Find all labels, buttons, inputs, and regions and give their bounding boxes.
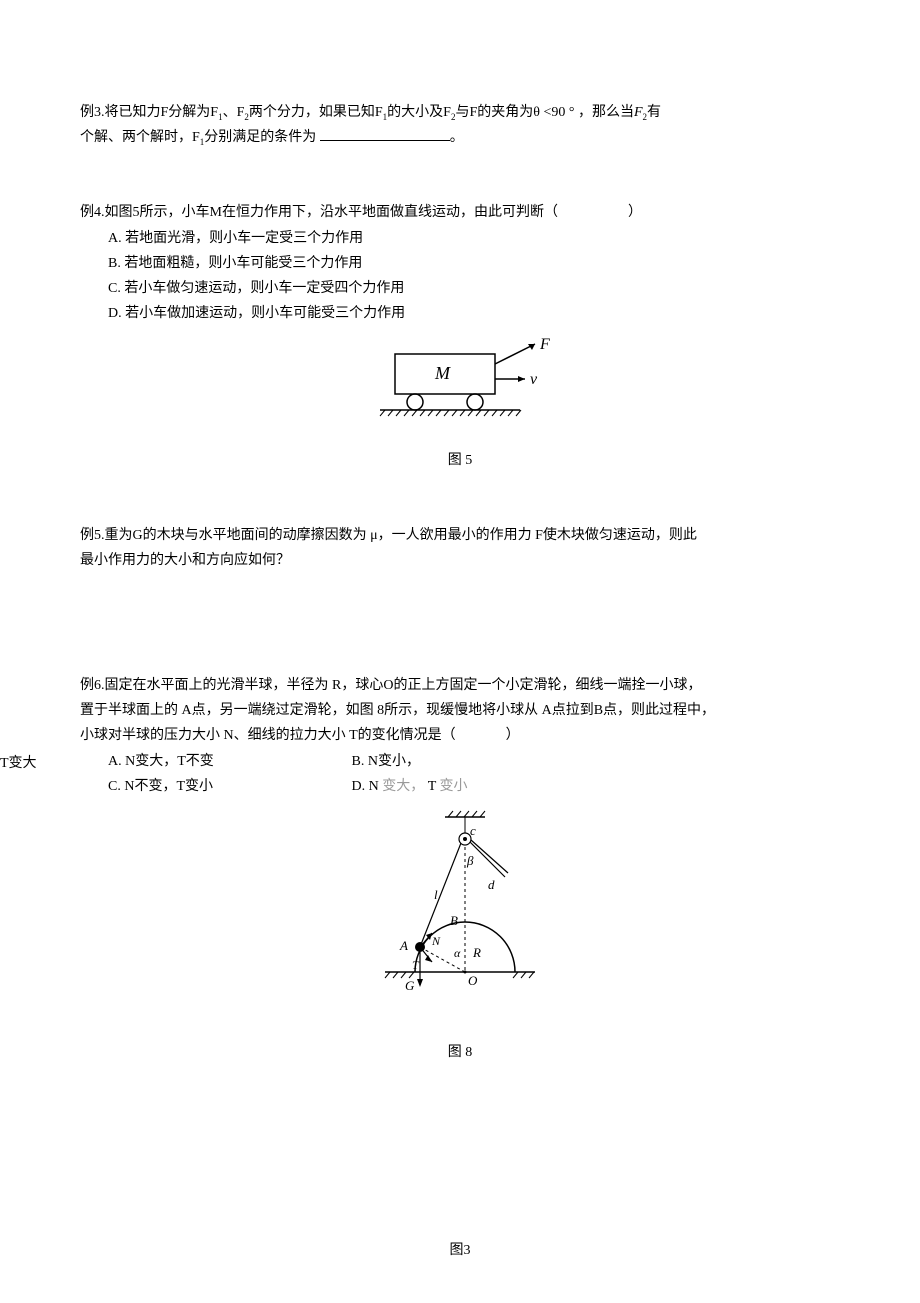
fig8-B: B [450,913,458,928]
p3-t5: 与F的夹角为θ <90 ° ，那么当 [455,105,634,120]
problem-4: 例4.如图5所示，小车M在恒力作用下，沿水平地面做直线运动，由此可判断（ ） A.… [80,200,840,472]
p3-i1: F [634,105,643,120]
problem-3-text: 例3.将已知力F分解为F1、F2两个分力，如果已知F1的大小及F2与F的夹角为θ… [80,100,840,125]
option-b: B. 若地面粗糙，则小车可能受三个力作用 [80,251,840,276]
fig8-l: l [434,887,438,902]
p6-d1: D. N [352,779,383,794]
fig8-R: R [472,945,481,960]
p6-row2: C. N不变，T变小 D. N 变大， T 变小 [80,774,840,799]
fig8-O: O [468,973,478,988]
fig8-alpha: α [454,946,461,960]
figure-5: M F v 图 5 [80,334,840,472]
problem-4-header: 例4.如图5所示，小车M在恒力作用下，沿水平地面做直线运动，由此可判断（ ） [80,200,840,225]
p4-header-end: ） [628,205,642,220]
problem-5: 例5.重为G的木块与水平地面间的动摩擦因数为 μ，一人欲用最小的作用力 F使木块… [80,523,840,573]
option-a: A. 若地面光滑，则小车一定受三个力作用 [80,226,840,251]
problem-5-text: 例5.重为G的木块与水平地面间的动摩擦因数为 μ，一人欲用最小的作用力 F使木块… [80,523,840,548]
p6-row1: A. N变大，T不变 B. N变小， [80,749,840,774]
marginal-text: T变大 [0,751,37,776]
figure-5-label: 图 5 [80,448,840,473]
p4-header: 例4.如图5所示，小车M在恒力作用下，沿水平地面做直线运动，由此可判断（ [80,205,558,220]
fig8-d: d [488,877,495,892]
fig8-A: A [399,938,408,953]
blank-line [320,127,450,141]
fig8-G: G [405,978,415,993]
p6-l3: 小球对半球的压力大小 N、细线的拉力大小 T的变化情况是（ [80,728,456,743]
p3-l2-1: 个解、两个解时，F [80,130,200,145]
p3-t1: 例3.将已知力F分解为F [80,105,218,120]
option-c: C. 若小车做匀速运动，则小车一定受四个力作用 [80,276,840,301]
figure-8: c d β l O R α [80,807,840,1065]
option-d: D. 若小车做加速运动，则小车可能受三个力作用 [80,301,840,326]
problem-6: 例6.固定在水平面上的光滑半球，半径为 R，球心O的正上方固定一个小定滑轮，细线… [80,673,840,1065]
fig8-beta: β [466,853,474,868]
figure-5-svg: M F v [360,334,560,434]
problem-5-line2: 最小作用力的大小和方向应如何？ [80,548,840,573]
p6-l3e: ） [506,728,520,743]
p3-l2-2: 分别满足的条件为 [204,130,320,145]
option-a-6: A. N变大，T不变 [108,749,348,774]
fig5-F: F [539,336,550,353]
p6-d2: 变大， [382,779,424,794]
option-c-6: C. N不变，T变小 [108,774,348,799]
p3-t3: 两个分力，如果已知F [249,105,383,120]
p3-l2-3: 。 [450,130,464,145]
fig5-v: v [530,371,538,388]
figure-8-svg: c d β l O R α [370,807,550,1027]
problem-3: 例3.将已知力F分解为F1、F2两个分力，如果已知F1的大小及F2与F的夹角为θ… [80,100,840,150]
fig8-T: T [412,958,420,972]
p3-t2: 、F [223,105,245,120]
problem-3-line2: 个解、两个解时，F1分别满足的条件为 。 [80,125,840,150]
p6-line1: 例6.固定在水平面上的光滑半球，半径为 R，球心O的正上方固定一个小定滑轮，细线… [80,673,840,698]
option-b-6: B. N变小， [352,749,592,774]
p6-d3: T [424,779,439,794]
figure-8-label: 图 8 [80,1040,840,1065]
page-footer: 图3 [450,1238,471,1263]
p6-d4: 变小 [440,779,468,794]
p6-line3: 小球对半球的压力大小 N、细线的拉力大小 T的变化情况是（ ） [80,723,840,748]
fig5-M: M [434,363,451,383]
p3-t4: 的大小及F [387,105,451,120]
fig8-N: N [431,934,441,948]
fig8-c: c [470,823,476,838]
p6-line2: 置于半球面上的 A点，另一端绕过定滑轮，如图 8所示，现缓慢地将小球从 A点拉到… [80,698,840,723]
option-d-6: D. N 变大， T 变小 [352,774,592,799]
p3-t6: 有 [647,105,661,120]
